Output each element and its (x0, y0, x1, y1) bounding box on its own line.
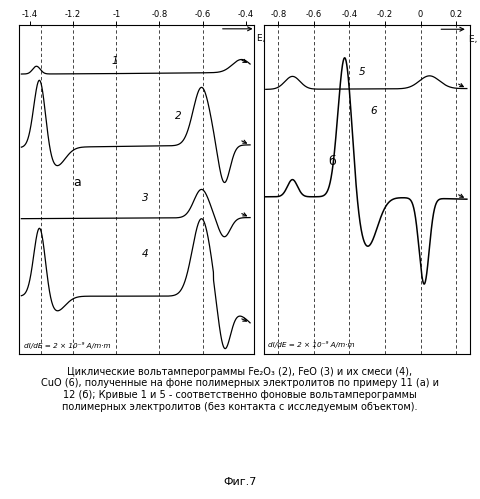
Text: dI/dE = 2 × 10⁻⁹ А/m·m: dI/dE = 2 × 10⁻⁹ А/m·m (267, 341, 354, 348)
Text: Циклические вольтамперограммы Fe₂O₃ (2), FeO (3) и их смеси (4),
CuO (6), получе: Циклические вольтамперограммы Fe₂O₃ (2),… (41, 367, 439, 412)
Text: E, В: E, В (468, 35, 480, 44)
Text: а: а (73, 176, 81, 190)
Text: 4: 4 (142, 250, 149, 259)
Text: б: б (328, 155, 336, 168)
Text: 3: 3 (142, 193, 149, 203)
Text: 5: 5 (358, 67, 365, 77)
Text: Фиг.7: Фиг.7 (223, 477, 257, 487)
Text: 1: 1 (112, 56, 119, 66)
Text: 6: 6 (371, 106, 377, 116)
Text: 2: 2 (175, 111, 181, 121)
Text: dI/dE = 2 × 10⁻⁹ А/m·m: dI/dE = 2 × 10⁻⁹ А/m·m (24, 342, 110, 349)
Text: E, В: E, В (256, 34, 274, 43)
